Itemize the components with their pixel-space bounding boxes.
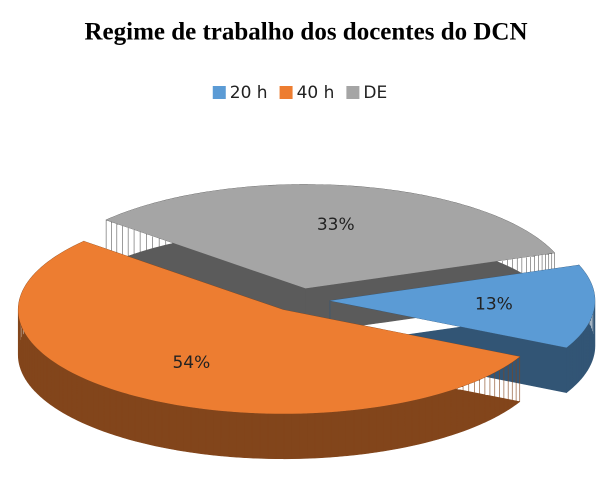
- data-label: 54%: [172, 353, 210, 373]
- pie-slice: [329, 264, 596, 394]
- pie-slice: [17, 240, 521, 460]
- legend-swatch: [346, 86, 360, 99]
- data-label: 33%: [317, 215, 355, 235]
- slice-top: [106, 184, 555, 289]
- chart-title: Regime de trabalho dos docentes do DCN: [84, 19, 527, 46]
- legend-label: 20 h: [230, 83, 268, 103]
- legend-swatch: [279, 86, 293, 99]
- legend-label: DE: [363, 83, 387, 103]
- data-label: 13%: [475, 295, 513, 315]
- slice-top: [329, 265, 595, 348]
- slice-top: [18, 241, 520, 414]
- legend-label: 40 h: [297, 83, 335, 103]
- legend-swatch: [212, 86, 226, 99]
